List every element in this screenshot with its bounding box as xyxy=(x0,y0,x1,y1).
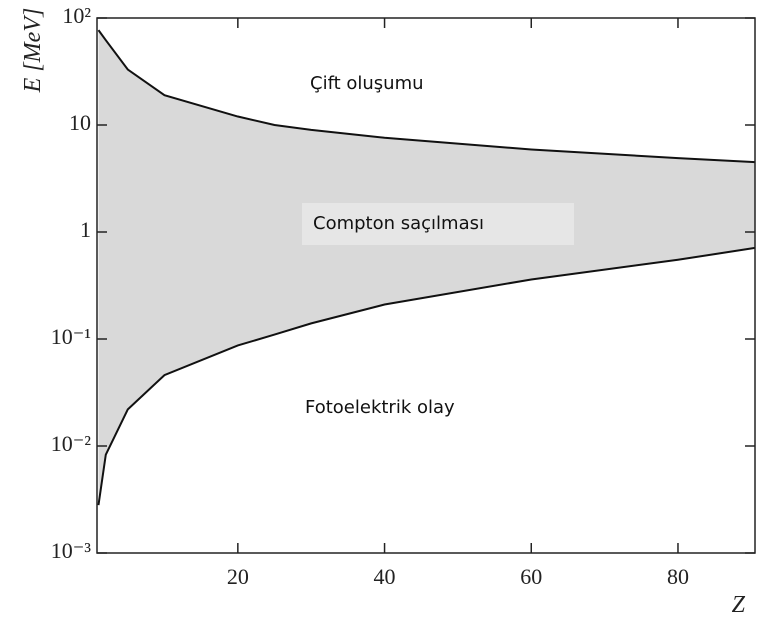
y-tick-label: 1 xyxy=(80,217,91,242)
y-tick-label: 10² xyxy=(62,3,91,28)
y-tick-label: 10⁻³ xyxy=(51,538,92,563)
annotation-box xyxy=(302,203,574,245)
x-tick-label: 20 xyxy=(227,564,249,589)
x-tick-label: 80 xyxy=(667,564,689,589)
x-tick-label: 40 xyxy=(374,564,396,589)
frame xyxy=(96,17,756,554)
annotation: Fotoelektrik olay xyxy=(305,397,455,418)
boundary-line xyxy=(97,29,756,164)
x-axis-label: Z xyxy=(732,592,746,618)
y-tick-label: 10 xyxy=(69,110,91,135)
y-tick-label: 10⁻² xyxy=(51,431,92,456)
annotation: Çift oluşumu xyxy=(310,73,424,94)
annotation: Compton saçılması xyxy=(313,213,484,234)
y-axis-label: E [MeV] xyxy=(20,8,46,94)
boundary-line xyxy=(97,246,756,506)
x-tick-label: 60 xyxy=(520,564,542,589)
plot-area xyxy=(97,29,756,506)
y-tick-label: 10⁻¹ xyxy=(51,324,91,349)
band-fill xyxy=(98,30,756,506)
